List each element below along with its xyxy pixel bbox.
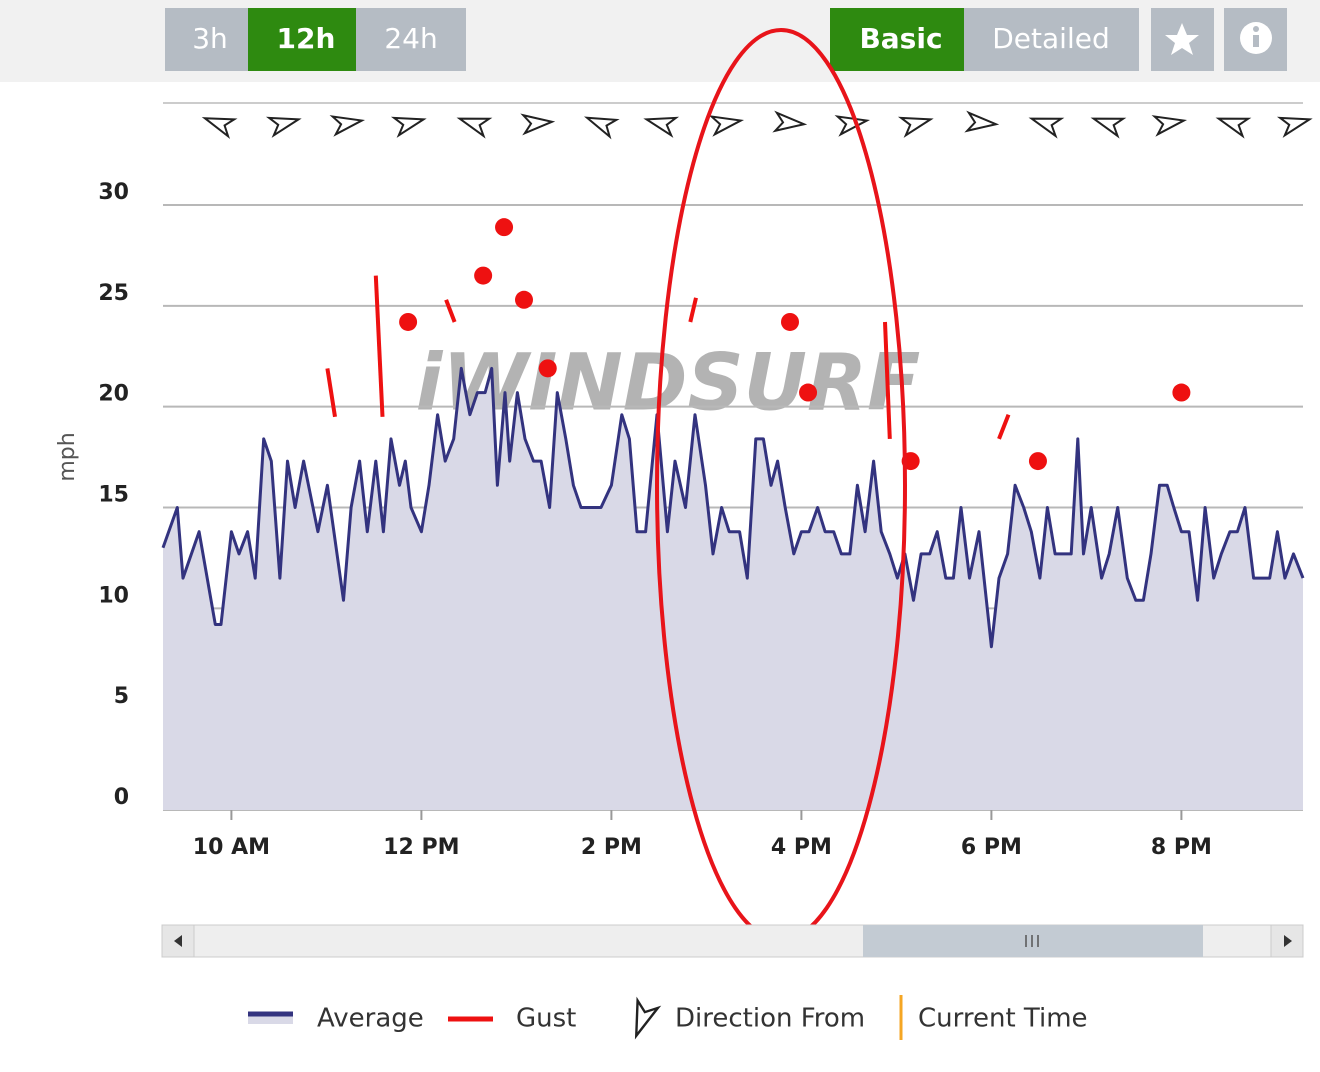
grip [1025, 935, 1039, 947]
gust-point [474, 266, 493, 285]
gust-line [444, 299, 457, 323]
legend-label: Direction From [675, 1004, 865, 1034]
x-tick-label: 6 PM [961, 835, 1022, 860]
y-tick-label: 25 [98, 281, 129, 306]
range-button[interactable] [248, 8, 356, 71]
gust-point [495, 218, 514, 237]
button-label: 24h [384, 22, 437, 55]
gust-point [399, 312, 418, 331]
legend-label: Average [317, 1004, 424, 1034]
info-icon [1253, 35, 1259, 47]
x-tick-label: 2 PM [581, 835, 642, 860]
gust-line [997, 413, 1011, 440]
x-tick-label: 4 PM [771, 835, 832, 860]
legend: Average Gust Direction From Current Time [248, 995, 1088, 1041]
button-label: 3h [192, 22, 228, 55]
area [163, 368, 1303, 810]
gust-line [325, 368, 337, 418]
gust-point [515, 290, 533, 309]
y-tick-label: 15 [98, 483, 129, 508]
arrow-icon [1284, 935, 1292, 947]
range-button[interactable] [165, 8, 248, 71]
y-tick-label: 10 [98, 583, 129, 608]
legend-label: Gust [516, 1004, 576, 1034]
y-tick-label: 30 [98, 180, 129, 205]
legend-swatch [624, 999, 660, 1041]
view-button[interactable] [830, 8, 964, 71]
direction-arrows [200, 108, 1313, 138]
button-label: Basic [859, 22, 942, 55]
scroll-thumb[interactable] [863, 925, 1203, 957]
star-icon [1165, 23, 1199, 55]
gust-line [883, 321, 892, 439]
info-icon [1253, 26, 1259, 32]
gust-line [688, 297, 698, 323]
gust-point [1172, 383, 1191, 402]
range-button[interactable] [356, 8, 466, 71]
gust-point [799, 383, 818, 402]
y-tick-label: 20 [98, 382, 129, 407]
y-tick-label: 5 [114, 684, 129, 709]
x-tick-label: 10 AM [193, 835, 270, 860]
x-tick-label: 12 PM [383, 835, 459, 860]
watermark: iWINDSURF [416, 338, 921, 428]
view-button[interactable] [964, 8, 1139, 71]
legend-label: Current Time [918, 1004, 1088, 1034]
x-tick-label: 8 PM [1151, 835, 1212, 860]
gust-line [373, 275, 385, 417]
y-axis-label: mph [55, 432, 80, 481]
arrow-icon [174, 935, 182, 947]
average-line [161, 366, 1305, 649]
y-tick-label: 0 [114, 785, 129, 810]
gust-point [538, 359, 557, 378]
plot: iWINDSURF 0 5 10 15 20 25 30 10 AM 12 PM 2 PM 4 PM 6… [98, 180, 1305, 860]
button-label: Detailed [992, 22, 1109, 55]
gust-point [781, 312, 799, 331]
button-label: 12h [277, 22, 336, 55]
gust-point [1028, 452, 1047, 471]
scroll-left[interactable] [161, 924, 195, 958]
scrollbar[interactable] [161, 924, 1304, 958]
